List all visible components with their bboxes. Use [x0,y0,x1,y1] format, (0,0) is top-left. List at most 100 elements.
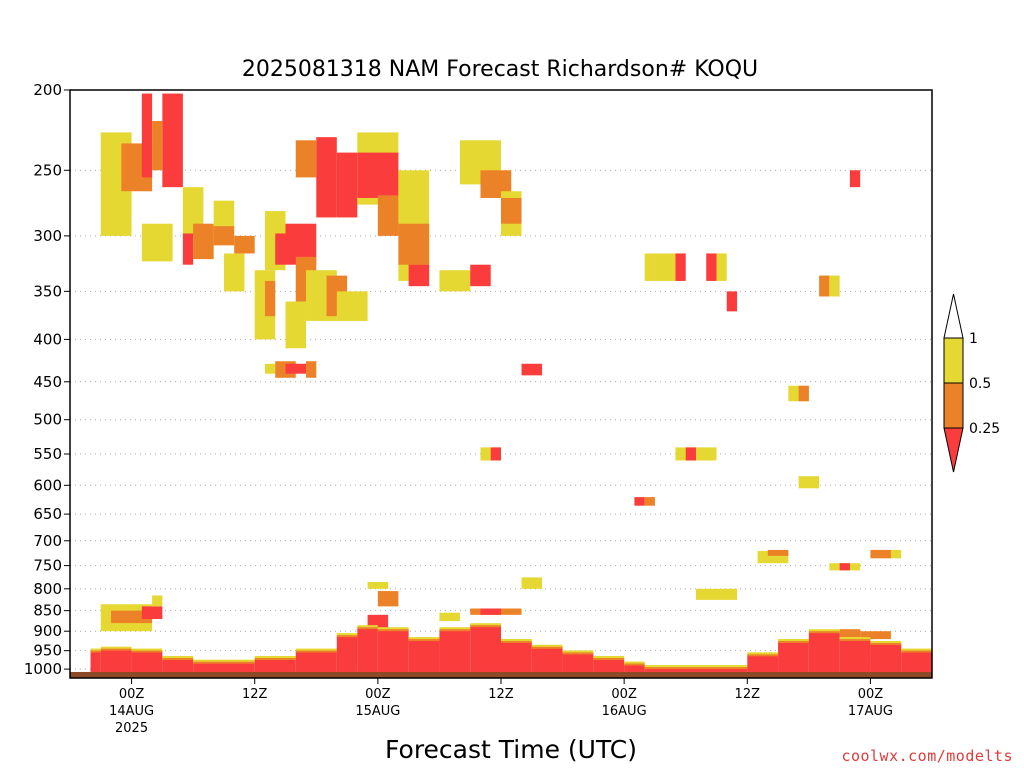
ri-region-50 [726,291,738,312]
lowband-fringe-o-6 [295,650,337,654]
ri-region-78 [695,588,738,600]
boundary-layer-band [90,623,932,672]
y-tick-label-500: 500 [33,411,62,429]
lowband-red-8 [357,629,378,672]
ri-region-5 [152,121,163,171]
ri-region-79 [839,629,861,638]
x-tick-label-5-0: 12Z [735,687,761,702]
y-tick-label-250: 250 [33,161,62,179]
ri-region-69 [141,606,163,620]
credit-text[interactable]: coolwx.com/modelts [841,747,1013,765]
lowband-fringe-o-18 [644,667,748,671]
y-tick-label-200: 200 [33,81,62,99]
lowband-red-11 [439,631,471,672]
ri-region-31 [408,264,430,287]
lowband-red-9 [377,631,409,672]
lowband-fringe-o-1 [100,648,132,652]
lowband-fringe-o-23 [870,642,902,646]
ri-region-25 [336,291,368,321]
lowband-fringe-o-0 [90,650,101,654]
lowband-fringe-o-14 [531,646,563,650]
ri-region-76 [480,608,501,615]
ri-region-64 [839,563,850,571]
ri-region-70 [152,595,163,607]
lowband-red-0 [90,652,101,672]
ri-region-22 [316,137,337,218]
y-tick-label-650: 650 [33,505,62,523]
ri-region-45 [644,253,655,281]
x-tick-label-3-0: 12Z [488,687,514,702]
ri-region-40 [285,363,307,374]
ri-region-30 [398,223,430,265]
ri-region-15 [264,280,276,317]
lowband-red-20 [778,643,809,672]
lowband-fringe-o-20 [778,641,809,645]
lowband-fringe-o-5 [254,658,296,662]
lowband-fringe-o-17 [624,663,645,667]
colorbar-label-0: 1 [969,331,978,347]
ri-region-37 [501,197,522,224]
ri-region-77 [521,577,543,589]
lowband-red-3 [162,660,194,672]
lowband-fringe-o-21 [808,631,840,635]
y-tick-label-1000: 1000 [24,660,62,678]
lowband-fringe-o-13 [501,641,532,645]
ri-region-19 [285,301,307,349]
ground-surface [70,671,932,678]
chart-title: 2025081318 NAM Forecast Richardson# KOQU [242,57,758,82]
lowband-fringe-o-2 [131,650,163,654]
ri-region-12 [234,235,255,254]
lowband-red-21 [808,633,840,672]
colorbar-yellow-segment [943,337,964,384]
x-tick-label-2-0: 00Z [365,687,391,702]
colorbar-orange-segment [943,382,964,429]
ri-region-16 [275,233,286,265]
lowband-fringe-o-22 [839,639,871,643]
y-tick-label-850: 850 [33,602,62,620]
x-tick-label-1-0: 12Z [242,687,268,702]
y-tick-label-550: 550 [33,445,62,463]
richardson-regions [100,93,902,640]
lowband-red-14 [531,648,563,672]
ri-region-53 [634,497,645,506]
x-axis-label: Forecast Time (UTC) [385,735,637,764]
ri-region-48 [706,253,717,281]
colorbar-legend: 1 0.5 0.25 [943,293,1000,473]
ri-region-74 [439,612,460,622]
x-tick-label-4-1: 16AUG [602,704,647,719]
ri-region-44 [490,447,501,461]
lowband-red-24 [901,652,932,672]
ri-region-80 [860,631,891,640]
ri-region-8 [193,223,214,260]
y-tick-label-700: 700 [33,532,62,550]
y-tick-label-800: 800 [33,580,62,598]
y-tick-label-900: 900 [33,622,62,640]
y-tick-label-350: 350 [33,282,62,300]
lowband-red-5 [254,660,296,672]
lowband-red-7 [336,637,358,672]
x-tick-label-0-0: 00Z [119,687,145,702]
y-tick-label-750: 750 [33,557,62,575]
lowband-red-22 [839,641,871,672]
x-tick-label-6-1: 17AUG [848,704,893,719]
x-tick-label-4-0: 00Z [611,687,637,702]
lowband-fringe-o-15 [562,652,594,656]
lowband-fringe-o-9 [377,629,409,633]
y-tick-label-400: 400 [33,330,62,348]
lowband-fringe-o-8 [357,627,378,631]
ri-region-21 [295,140,317,178]
x-tick-label-0-1: 14AUG [109,704,154,719]
ri-region-11 [223,253,245,292]
ri-region-66 [890,549,902,559]
lowband-red-15 [562,654,594,672]
y-tick-label-450: 450 [33,373,62,391]
ri-region-60 [849,170,861,188]
lowband-red-16 [593,660,625,672]
lowband-red-23 [870,644,902,672]
colorbar-label-1: 0.5 [969,376,991,392]
y-tick-label-950: 950 [33,642,62,660]
colorbar-label-2: 0.25 [969,421,1000,437]
ri-region-46 [654,253,676,281]
ri-region-38 [264,363,276,374]
